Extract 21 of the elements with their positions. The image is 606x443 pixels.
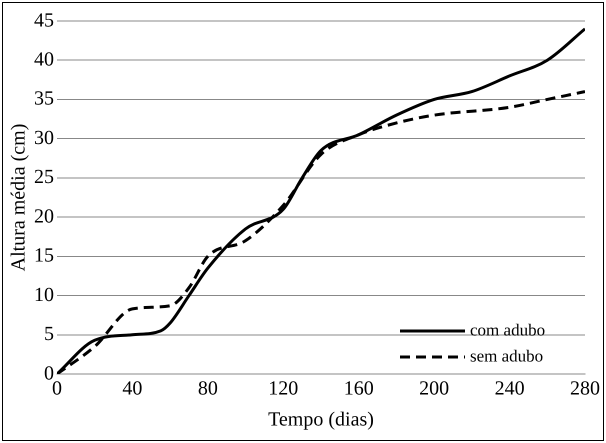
x-tick-label: 120 [268,377,298,400]
y-axis-title: Altura média (cm) [7,124,30,272]
legend-label: sem adubo [470,346,544,366]
x-tick-label: 160 [344,377,374,400]
x-tick-label: 280 [570,377,600,400]
y-tick-label: 10 [34,284,54,306]
x-tick-label: 80 [198,377,218,400]
y-tick-label: 30 [34,126,54,149]
x-tick-label: 40 [122,377,142,400]
legend-label: com adubo [470,320,546,340]
y-tick-label: 15 [34,244,54,267]
x-tick-label: 200 [419,377,450,400]
y-tick-label: 40 [34,48,54,70]
y-tick-label: 35 [34,88,54,110]
y-tick-label: 45 [34,9,54,32]
y-tick-label: 0 [44,362,54,384]
x-axis-title: Tempo (dias) [268,408,374,430]
y-tick-label: 20 [34,205,54,228]
y-tick-label: 5 [44,323,54,346]
x-tick-label: 240 [494,377,525,400]
y-tick-label: 25 [34,166,54,188]
